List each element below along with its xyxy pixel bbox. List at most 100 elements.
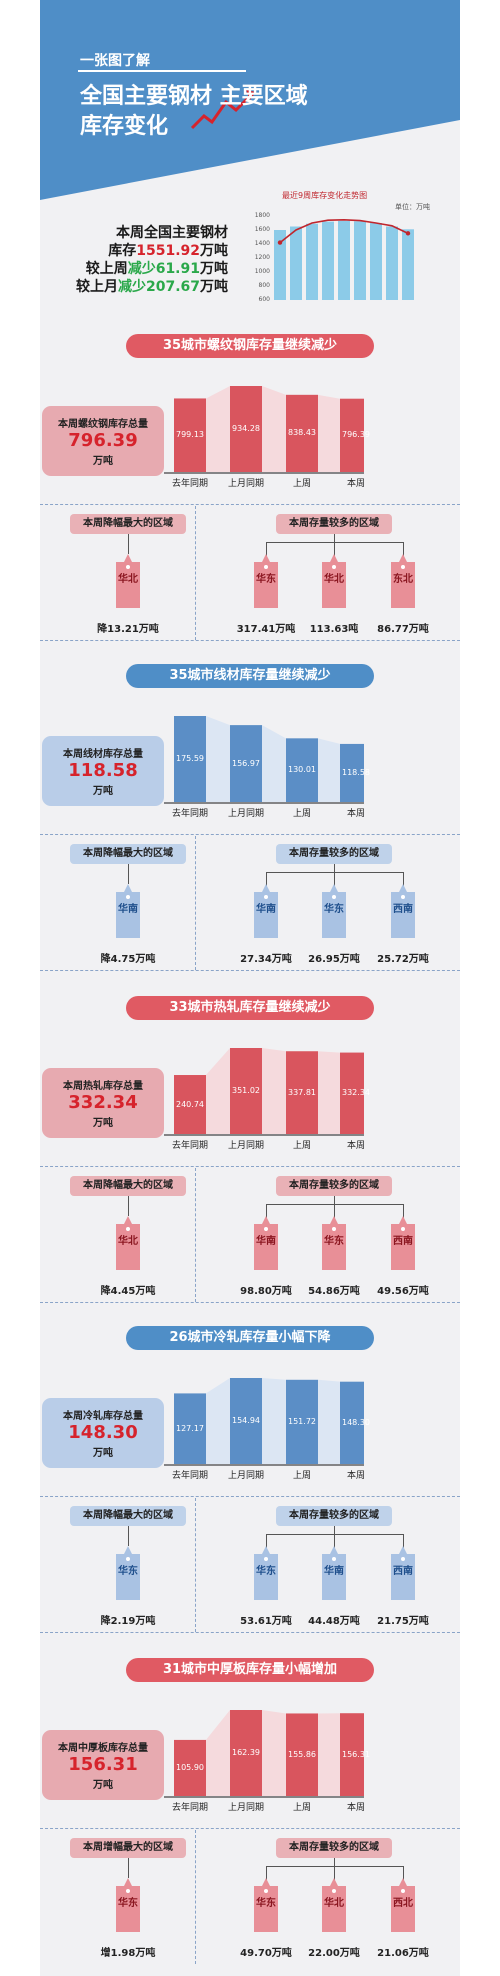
right-region-pill: 本周存量较多的区域 [276, 1838, 392, 1858]
header-title-line2: 库存变化 [80, 114, 169, 139]
summary-line4: 较上月减少207.67万吨 [75, 279, 228, 295]
bar-category-label: 上月同期 [227, 1141, 264, 1151]
left-region-pill: 本周降幅最大的区域 [70, 844, 186, 864]
bar-2 [230, 1378, 262, 1464]
bar-connector-shade [206, 1378, 230, 1464]
bar-category-label: 上周 [292, 1803, 311, 1813]
right-region-mid-stem [334, 542, 335, 556]
total-box: 本周线材库存总量 118.58 万吨 [42, 736, 164, 806]
right-region-value: 86.77万吨 [377, 624, 429, 635]
right-region-value: 22.00万吨 [308, 1948, 360, 1959]
bar-value-label: 796.39 [342, 430, 370, 440]
section-bar-chart [164, 1710, 364, 1798]
left-region-stem [128, 534, 129, 554]
bar-value-label: 162.39 [232, 1748, 260, 1757]
total-value: 332.34 [68, 1092, 138, 1113]
left-region-stem [128, 864, 129, 884]
bar-value-label: 838.43 [288, 428, 316, 438]
left-region-pill: 本周增幅最大的区域 [70, 1838, 186, 1858]
right-region-mid-stem [334, 1866, 335, 1880]
bar-category-label: 上周 [292, 479, 311, 489]
bar-connector-shade [206, 716, 230, 802]
right-region-bracket [266, 1534, 404, 1548]
bar-category-label: 去年同期 [171, 1803, 208, 1813]
bar-value-label: 151.72 [288, 1416, 316, 1426]
bar-value-label: 351.02 [232, 1086, 260, 1095]
summary-line3: 较上周减少61.91万吨 [85, 261, 228, 277]
bar-2 [230, 1710, 262, 1796]
section-divider [40, 1632, 460, 1633]
bar-value-label: 118.58 [342, 767, 370, 777]
mini-bar [322, 221, 334, 300]
bar-category-label: 上月同期 [227, 1803, 264, 1813]
bar-value-label: 799.13 [176, 430, 204, 440]
header-background [40, 0, 460, 200]
total-unit: 万吨 [93, 1780, 113, 1791]
left-region-value: 降4.75万吨 [100, 954, 156, 965]
section-divider [40, 504, 460, 505]
mini-y-tick-label: 1200 [254, 254, 270, 261]
mini-bar [370, 223, 382, 300]
right-region-value: 49.56万吨 [377, 1286, 429, 1297]
bar-1 [174, 1393, 206, 1464]
total-label: 本周线材库存总量 [63, 749, 143, 760]
bar-connector-shade [206, 386, 230, 472]
mini-bar [354, 221, 366, 300]
bar-category-label: 上月同期 [227, 1471, 264, 1481]
right-region-value: 21.75万吨 [377, 1616, 429, 1627]
section-banner: 31城市中厚板库存量小幅增加 [126, 1658, 374, 1682]
header-kicker: 一张图了解 [80, 53, 150, 69]
bar-3 [286, 394, 318, 472]
section-banner: 26城市冷轧库存量小幅下降 [126, 1326, 374, 1350]
total-value: 148.30 [68, 1422, 138, 1443]
bar-connector-shade [262, 1710, 286, 1796]
bar-category-label: 去年同期 [171, 479, 208, 489]
bar-value-label: 934.28 [232, 424, 260, 433]
section-divider [40, 1302, 460, 1303]
section-banner: 33城市热轧库存量继续减少 [126, 996, 374, 1020]
bar-value-label: 154.94 [232, 1416, 260, 1425]
bar-value-label: 175.59 [176, 754, 204, 763]
right-region-value: 25.72万吨 [377, 954, 429, 965]
bar-connector-shade [318, 1379, 340, 1464]
bar-category-label: 本周 [346, 1803, 365, 1813]
mini-trend-line [279, 219, 409, 244]
right-region-bracket [266, 542, 404, 556]
mini-y-tick-label: 600 [258, 296, 270, 303]
mini-y-tick-label: 1000 [254, 268, 270, 275]
total-box: 本周热轧库存总量 332.34 万吨 [42, 1068, 164, 1138]
total-box: 本周螺纹钢库存总量 796.39 万吨 [42, 406, 164, 476]
bar-connector-shade [262, 725, 286, 802]
mini-bar [386, 226, 398, 300]
total-unit: 万吨 [93, 786, 113, 797]
region-vertical-divider [195, 836, 196, 970]
region-tag-icon: 华北 [322, 554, 346, 608]
mini-chart-unit: 单位：万吨 [395, 203, 430, 211]
bar-2 [230, 725, 262, 802]
region-tag-icon: 西南 [391, 1216, 415, 1270]
region-vertical-divider [195, 1830, 196, 1964]
bar-connector-shade [318, 394, 340, 472]
infographic-page: 一张图了解 全国主要钢材 主要区域 库存变化 本周全国主要钢材 库存1551.9… [40, 0, 460, 1976]
bar-1 [174, 1075, 206, 1134]
right-region-stem [334, 1858, 335, 1866]
mini-bar [338, 220, 350, 300]
region-tag-icon: 西南 [391, 1546, 415, 1600]
mini-line-end-point [405, 231, 411, 236]
region-tag-icon: 华北 [322, 1878, 346, 1932]
region-vertical-divider [195, 1498, 196, 1632]
bar-value-label: 155.86 [288, 1749, 316, 1759]
bar-category-label: 本周 [346, 809, 365, 819]
region-tag-icon: 华东 [322, 884, 346, 938]
bar-4 [340, 398, 364, 472]
left-region-stem [128, 1526, 129, 1546]
total-label: 本周螺纹钢库存总量 [58, 419, 148, 430]
mini-y-tick-label: 1800 [254, 212, 270, 219]
right-region-value: 54.86万吨 [308, 1286, 360, 1297]
mini-chart-title: 最近9周库存变化走势图 [282, 191, 368, 200]
trend-arrow-icon [190, 94, 252, 130]
right-region-pill: 本周存量较多的区域 [276, 514, 392, 534]
bar-category-label: 上周 [292, 1141, 311, 1151]
right-region-pill: 本周存量较多的区域 [276, 844, 392, 864]
section-divider [40, 1496, 460, 1497]
